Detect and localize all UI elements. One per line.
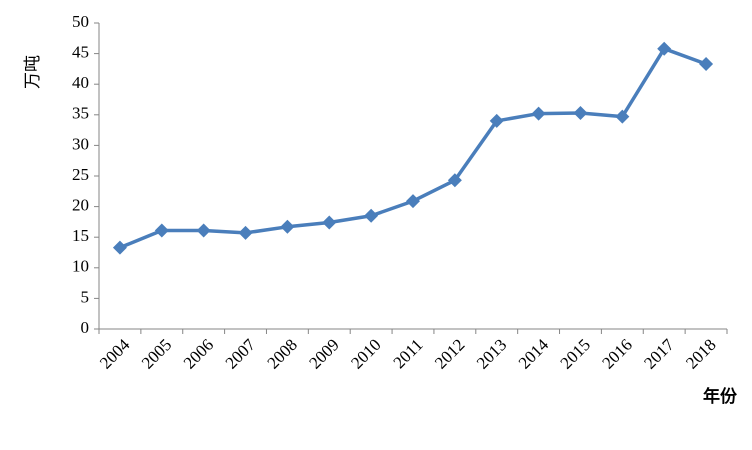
data-point [406,194,420,209]
x-tick-label: 2017 [640,335,678,373]
data-point [531,106,546,121]
data-point [657,41,672,56]
data-line [119,46,707,250]
y-tick-label: 35 [72,104,89,123]
x-tick-label: 2006 [180,335,217,372]
x-tick-label: 2010 [347,335,384,372]
y-tick-label: 45 [72,43,89,62]
data-point [280,219,295,234]
y-tick-label: 0 [81,318,90,337]
x-tick-label: 2018 [682,335,719,372]
x-tick-label: 2016 [598,335,635,372]
x-tick-label: 2014 [515,335,553,373]
data-point [154,223,169,238]
y-tick-label: 15 [72,226,89,245]
data-point [112,240,127,255]
x-axis-label: 年份 [703,386,738,406]
data-point [489,113,504,128]
x-tick-label: 2015 [557,335,594,372]
data-point [615,109,630,124]
y-tick-label: 30 [72,134,89,153]
y-tick-label: 25 [72,165,89,184]
x-tick-label: 2012 [431,335,468,372]
data-point [364,208,379,223]
data-point [322,215,337,230]
x-tick-label: 2011 [390,335,427,372]
y-axis-label: 万吨 [23,55,42,89]
x-tick-label: 2013 [473,335,510,372]
x-tick-label: 2004 [96,335,134,373]
x-tick-label: 2008 [264,335,301,372]
data-point [238,225,253,240]
data-point [573,105,588,120]
data-point [196,223,211,238]
x-tick-label: 2007 [222,335,260,373]
data-point [699,57,714,72]
data-point [447,173,462,188]
x-tick-label: 2005 [138,335,175,372]
x-tick-label: 2009 [305,335,342,372]
y-tick-label: 40 [72,73,89,92]
y-tick-label: 50 [72,12,89,31]
y-tick-label: 10 [72,257,89,276]
y-tick-label: 5 [81,287,90,306]
y-tick-label: 20 [72,196,89,215]
